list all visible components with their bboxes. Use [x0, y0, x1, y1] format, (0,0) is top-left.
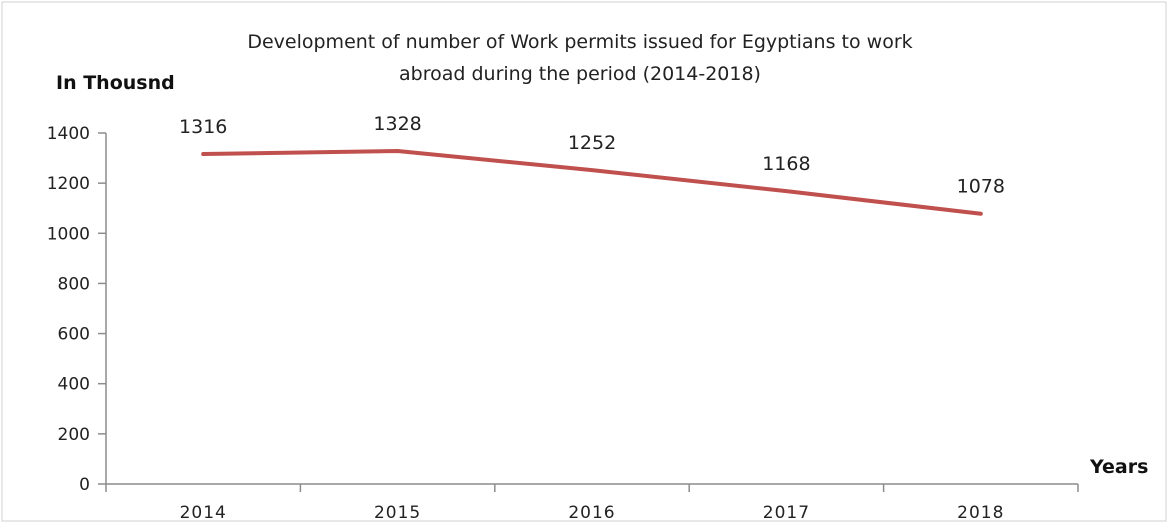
y-ticks: 0 200 400 600 800 1000 1200 1400	[47, 124, 106, 495]
y-tick-label: 1200	[47, 174, 90, 194]
y-tick-label: 600	[58, 325, 90, 345]
data-labels: 1316 1328 1252 1168 1078	[179, 113, 1005, 198]
y-tick-label: 200	[58, 425, 90, 445]
y-tick-label: 1400	[47, 124, 90, 144]
chart-title-line-1: Development of number of Work permits is…	[247, 31, 912, 53]
data-label: 1078	[957, 176, 1005, 198]
y-tick-label: 1000	[47, 224, 90, 244]
data-label: 1252	[568, 132, 616, 154]
x-tick-label: 2017	[763, 503, 810, 523]
data-label: 1328	[373, 113, 421, 135]
x-tick-label: 2015	[374, 503, 421, 523]
y-tick-label: 400	[58, 375, 90, 395]
x-tick-label: 2014	[180, 503, 227, 523]
x-ticks: 2014 2015 2016 2017 2018	[105, 484, 1079, 523]
data-label: 1316	[179, 116, 227, 138]
x-axis-label: Years	[1089, 456, 1148, 478]
chart-title-line-2: abroad during the period (2014-2018)	[399, 63, 761, 85]
data-label: 1168	[762, 153, 810, 175]
x-tick-label: 2018	[957, 503, 1004, 523]
series-lines	[201, 149, 983, 216]
x-tick-label: 2016	[568, 503, 615, 523]
y-tick-label: 800	[58, 274, 90, 294]
y-axis-label: In Thousnd	[56, 72, 175, 94]
series-line	[201, 149, 983, 216]
y-tick-label: 0	[79, 475, 90, 495]
